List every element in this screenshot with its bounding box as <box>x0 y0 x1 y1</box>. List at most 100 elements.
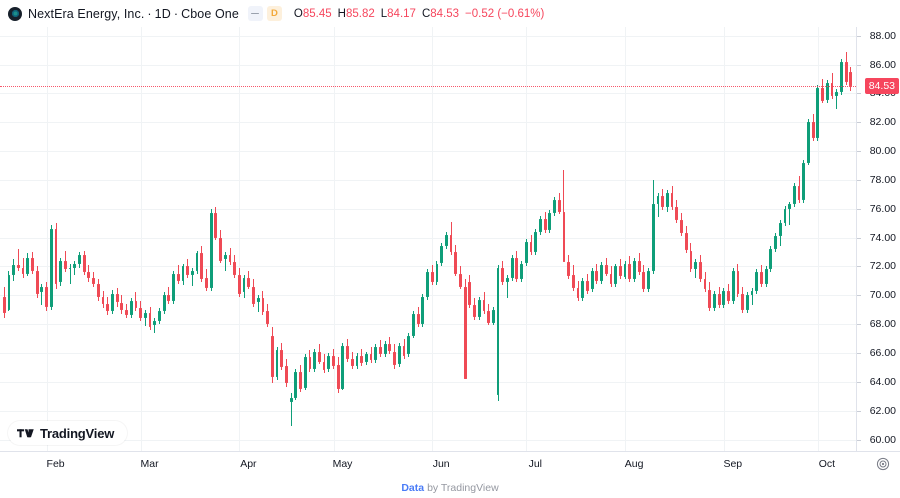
grid-line-horizontal <box>0 122 856 124</box>
candle-body <box>788 204 792 209</box>
dash-icon[interactable] <box>247 6 263 21</box>
crosshair-settings-icon[interactable] <box>876 457 890 471</box>
candle-body <box>440 246 444 264</box>
data-link[interactable]: Data <box>401 481 425 494</box>
candle-body <box>374 347 378 361</box>
candle-body <box>548 213 552 231</box>
candle-body <box>73 263 77 268</box>
candle-body <box>468 282 472 306</box>
candle-body <box>731 270 735 301</box>
grid-line-vertical <box>140 27 142 451</box>
candlestick-plot[interactable]: TradingView <box>0 27 856 451</box>
candle-body <box>190 270 194 275</box>
grid-line-vertical <box>526 27 528 451</box>
candle-body <box>802 162 806 201</box>
candle-body <box>670 192 674 208</box>
time-axis[interactable]: Feb Mar Apr May Jun Jul Aug Sep Oct <box>0 451 900 477</box>
price-tick-mark <box>857 410 861 412</box>
candle-body <box>816 87 820 139</box>
grid-line-vertical <box>625 27 627 451</box>
candle-body <box>111 293 114 312</box>
grid-line-horizontal <box>0 266 856 268</box>
d-badge[interactable]: D <box>266 6 282 21</box>
current-price-line <box>0 85 856 87</box>
candle-body <box>694 262 698 270</box>
candle-body <box>811 122 815 139</box>
candle-body <box>698 262 702 280</box>
exchange-label: Cboe One <box>181 6 239 21</box>
candle-body <box>162 295 166 312</box>
candle-body <box>195 253 199 271</box>
grid-line-vertical <box>239 27 241 451</box>
candle-body <box>12 265 16 276</box>
symbol-title[interactable]: NextEra Energy, Inc. · 1D · Cboe One <box>28 7 239 21</box>
candle-body <box>139 308 143 319</box>
grid-line-horizontal <box>0 352 856 354</box>
candle-body <box>393 351 396 365</box>
candle-body <box>158 311 161 322</box>
price-tick-label: 76.00 <box>869 202 896 215</box>
price-tick-mark <box>857 324 861 326</box>
candle-body <box>214 213 218 238</box>
candle-body <box>778 223 782 237</box>
grid-line-horizontal <box>0 381 856 383</box>
grid-line-horizontal <box>0 439 856 441</box>
candle-body <box>346 345 349 359</box>
grid-line-vertical <box>46 27 48 451</box>
price-axis[interactable]: 88.0086.0084.0082.0080.0078.0076.0074.00… <box>856 27 900 451</box>
time-tick-label: Jul <box>528 458 543 470</box>
grid-line-vertical <box>723 27 725 451</box>
candle-wick <box>41 283 43 306</box>
price-tick-mark <box>857 266 861 268</box>
close-key: C <box>421 7 431 20</box>
price-tick-label: 60.00 <box>869 433 896 446</box>
candle-body <box>134 301 138 309</box>
price-tick-mark <box>857 208 861 210</box>
candle-body <box>576 288 580 299</box>
price-tick-mark <box>857 64 861 66</box>
candle-body <box>421 296 425 325</box>
price-tick-mark <box>857 295 861 297</box>
candle-body <box>586 280 589 291</box>
candle-body <box>760 272 763 284</box>
price-tick-mark <box>857 352 861 354</box>
candle-body <box>501 267 505 283</box>
grid-line-horizontal <box>0 410 856 412</box>
grid-line-horizontal <box>0 151 856 152</box>
time-tick-label: May <box>332 458 353 470</box>
candle-wick <box>290 393 292 427</box>
candle-body <box>120 302 124 310</box>
candle-body <box>581 280 585 299</box>
price-tick-mark <box>857 122 861 124</box>
price-tick-mark <box>857 151 861 152</box>
candle-body <box>628 263 632 280</box>
candle-body <box>647 270 650 290</box>
candle-body <box>280 350 284 368</box>
candle-body <box>78 254 81 264</box>
candle-body <box>129 301 133 316</box>
candle-body <box>807 122 810 163</box>
candle-body <box>736 270 740 294</box>
tradingview-logo-icon <box>17 428 34 437</box>
candle-body <box>830 83 834 97</box>
candle-wick <box>154 318 156 333</box>
candle-wick <box>224 252 226 271</box>
candle-body <box>571 275 575 289</box>
grid-line-horizontal <box>0 324 856 326</box>
candle-body <box>722 290 726 306</box>
candle-wick <box>789 201 791 225</box>
candle-body <box>2 296 6 313</box>
chart-legend: NextEra Energy, Inc. · 1D · Cboe One D O85.4… <box>0 0 900 27</box>
time-tick-label: Aug <box>624 458 644 470</box>
candle-body <box>388 344 392 352</box>
candle-body <box>595 270 599 281</box>
price-tick-label: 78.00 <box>869 173 896 186</box>
candle-body <box>355 355 359 366</box>
candle-body <box>449 234 453 252</box>
candle-body <box>167 295 171 301</box>
price-tick-label: 72.00 <box>869 260 896 273</box>
candle-body <box>524 241 528 264</box>
candle-body <box>618 266 622 277</box>
price-tick-label: 82.00 <box>869 116 896 129</box>
grid-line-vertical <box>333 27 335 451</box>
